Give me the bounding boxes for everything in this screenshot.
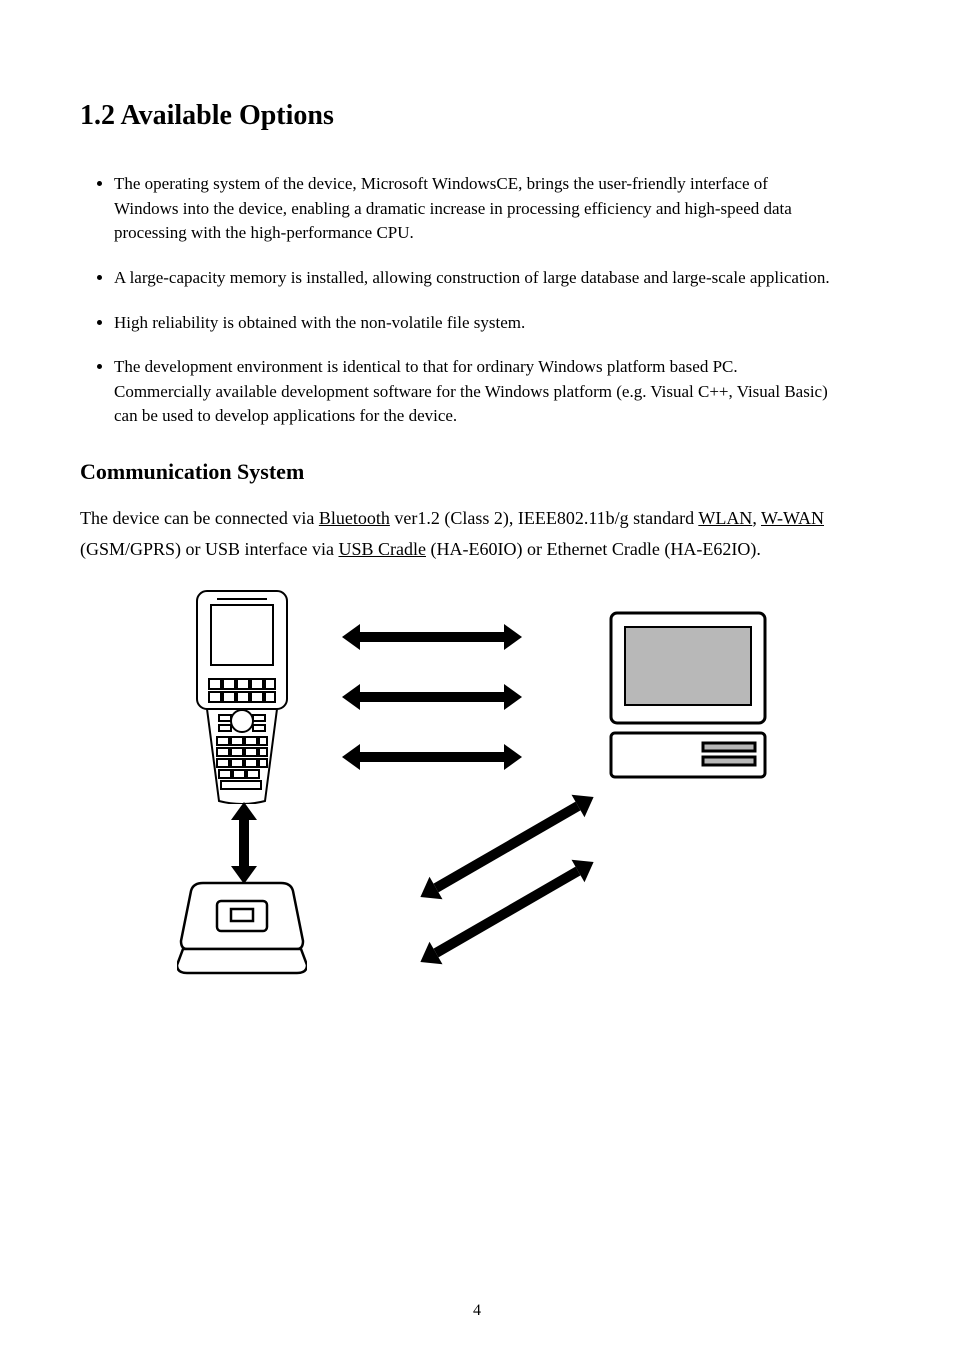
link-bluetooth: Bluetooth	[319, 508, 390, 528]
handheld-device-icon	[187, 589, 297, 804]
page: 1.2 Available Options The operating syst…	[0, 0, 954, 1348]
list-item: The operating system of the device, Micr…	[114, 172, 834, 246]
page-number: 4	[0, 1302, 954, 1320]
link-wlan: WLAN	[698, 508, 752, 528]
arrow-icon	[342, 624, 522, 650]
list-item: High reliability is obtained with the no…	[114, 311, 834, 336]
text: ,	[752, 508, 761, 528]
list-item: A large-capacity memory is installed, al…	[114, 266, 834, 291]
arrow-icon	[342, 744, 522, 770]
comm-line: The device can be connected via Bluetoot…	[80, 503, 874, 564]
section-title: 1.2 Available Options	[80, 100, 874, 132]
comm-paragraph: The device can be connected via Bluetoot…	[80, 503, 874, 564]
connectivity-diagram	[177, 589, 777, 999]
pc-icon	[607, 609, 769, 784]
text: The device can be connected via	[80, 508, 319, 528]
link-wwan: W-WAN	[761, 508, 824, 528]
link-cradle: USB Cradle	[338, 539, 426, 559]
arrow-icon	[342, 684, 522, 710]
arrow-icon	[231, 802, 257, 884]
arrow-icon	[414, 786, 600, 909]
section-number: 1.2	[80, 100, 115, 131]
text: IEEE802.11b/g standard	[518, 508, 698, 528]
feature-list: The operating system of the device, Micr…	[114, 172, 874, 429]
text: (HA-E60IO) or Ethernet Cradle (HA-E62IO)…	[426, 539, 761, 559]
section-title-text: Available Options	[120, 100, 333, 131]
text: (GSM/GPRS) or USB interface via	[80, 539, 338, 559]
text: ver1.2 (Class 2),	[390, 508, 518, 528]
cradle-icon	[177, 879, 307, 979]
list-item: The development environment is identical…	[114, 355, 834, 429]
comm-heading: Communication System	[80, 459, 874, 485]
